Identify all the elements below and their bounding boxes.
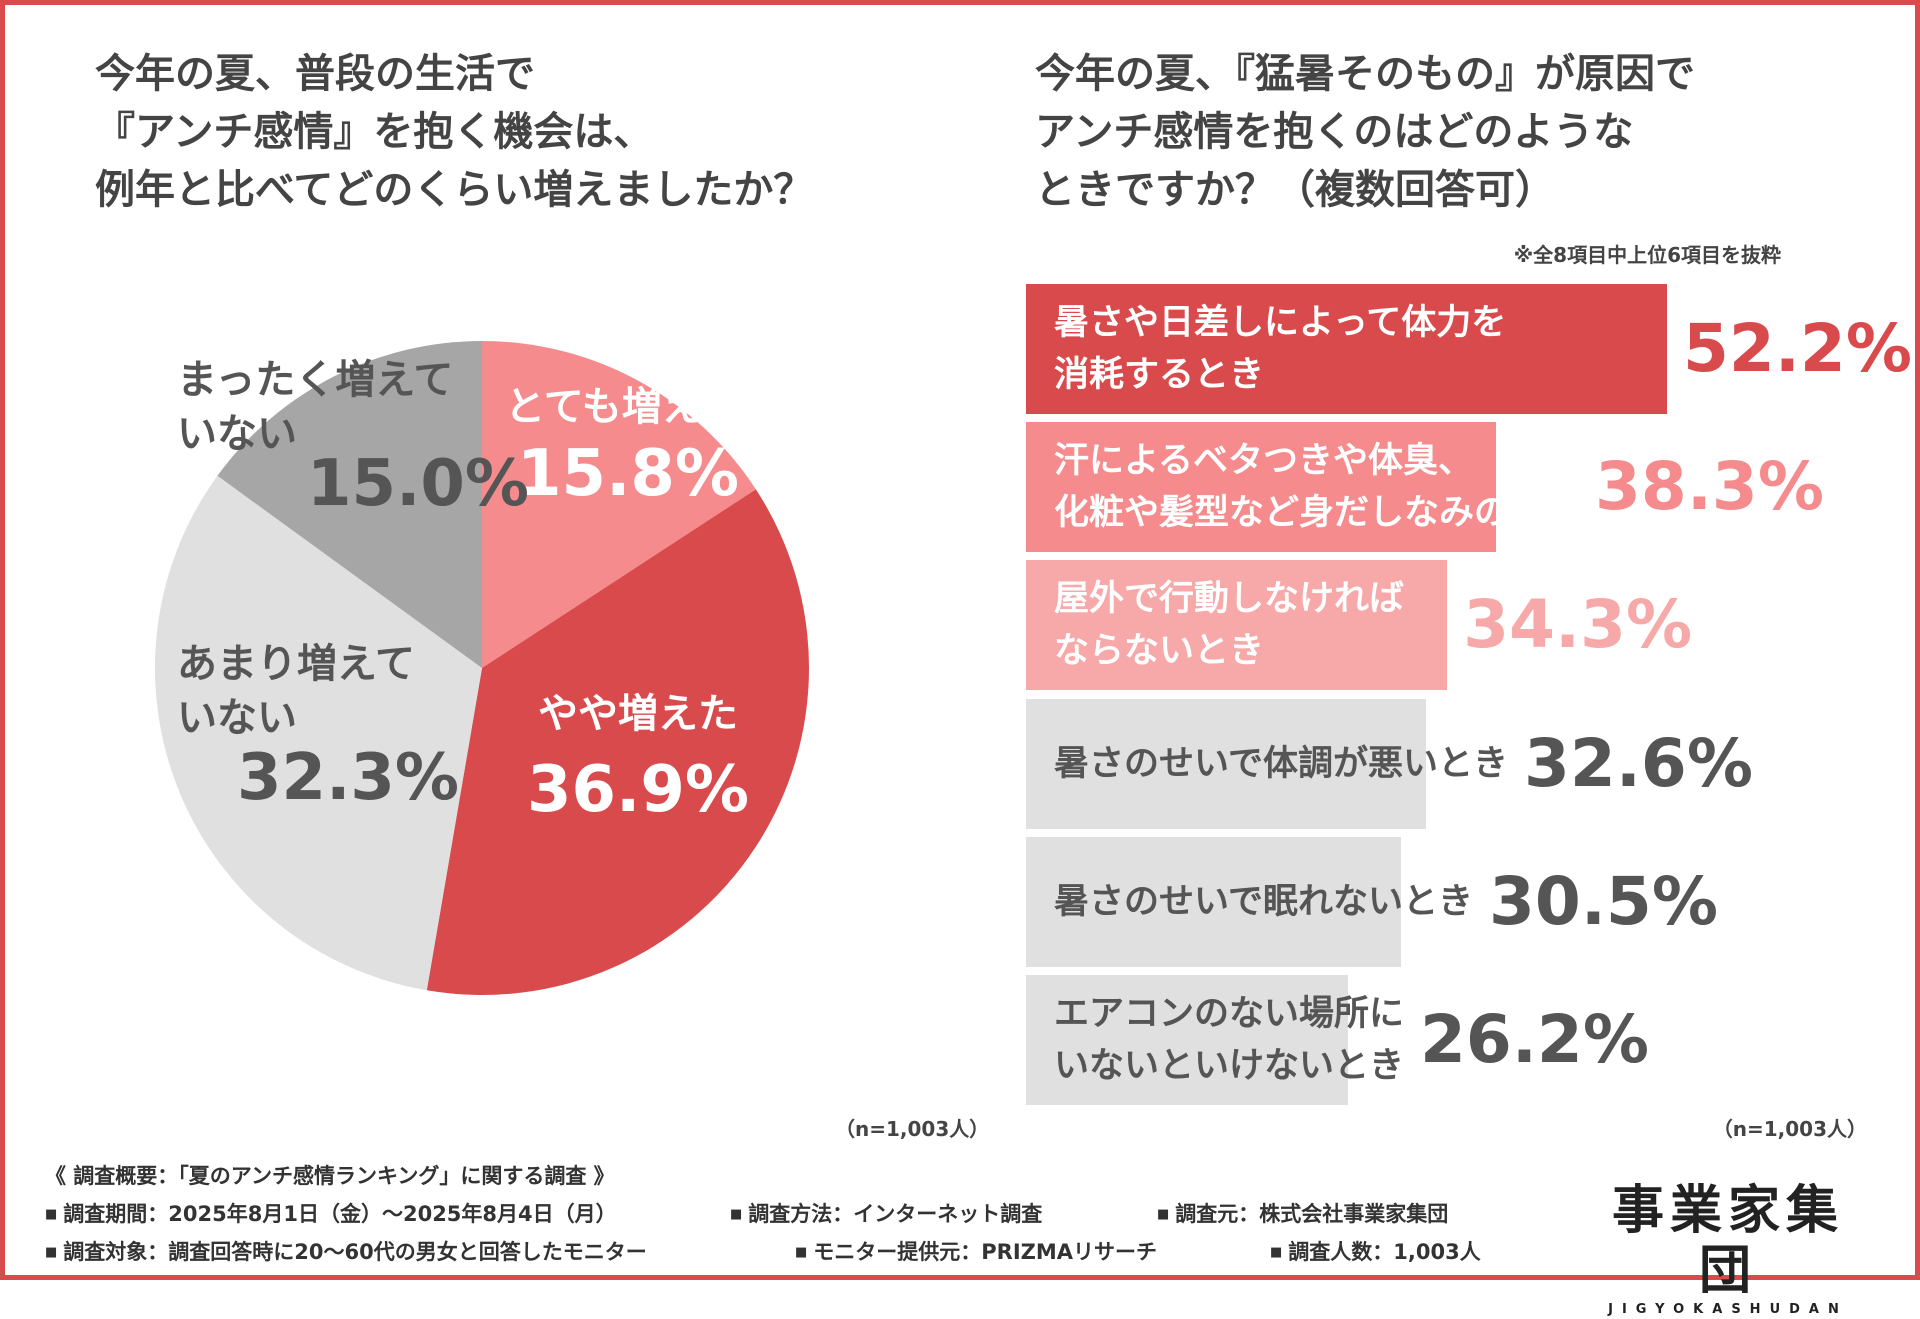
survey-header: 《 調査概要：「夏のアンチ感情ランキング」に関する調査 》 [45,1164,615,1188]
bar-chart-note: ※全8項目中上位6項目を抜粋 [1513,243,1781,267]
pie-slice-label: まったく増えていない [177,357,453,457]
pie-slice-value: 36.9% [527,753,749,827]
pie-slice [154,475,482,991]
pie-slice [482,341,756,668]
bar-value-label: 30.5% [1489,862,1718,940]
bar-title-line: ときですか？（複数回答可） [1035,167,1555,213]
bar-chart-title: 今年の夏、『猛暑そのもの』が原因で アンチ感情を抱くのはどのような ときですか？… [1035,45,1695,219]
bar-category-label: 暑さのせいで体調が悪いとき [1054,743,1508,784]
survey-source: 調査元：株式会社事業家集団 [1157,1195,1448,1234]
logo-wordmark: 事業家集団 [1611,1181,1844,1301]
pie-slice-label: やや増えた [538,691,738,737]
bar-category-label: 暑さや日差しによって体力を 消耗するとき [1054,303,1507,395]
bar-rect [1026,422,1497,553]
pie-slice-value: 15.8% [517,437,739,511]
pie-title-line: 例年と比べてどのくらい増えましたか？ [95,167,814,213]
pie-title-line: 今年の夏、普段の生活で [95,51,535,97]
bar-value-label: 32.6% [1524,724,1753,802]
bar-sample-size: （n=1,003人） [1712,1117,1867,1141]
pie-slice-value: 15.0% [307,447,529,521]
company-logo: 事業家集団 JIGYOKASHUDAN [1603,1181,1853,1319]
pie-slice-value: 32.3% [237,741,459,815]
survey-method: 調査方法：インターネット調査 [730,1195,1042,1234]
pie-sample-size: （n=1,003人） [835,1117,990,1141]
survey-period: 調査期間：2025年8月1日（金）〜2025年8月4日（月） [45,1195,616,1234]
bar-rect [1026,698,1427,829]
pie-slice-label: あまり増えていない [177,641,415,741]
pie-chart-title: 今年の夏、普段の生活で 『アンチ感情』を抱く機会は、 例年と比べてどのくらい増え… [95,45,813,219]
logo-romaji: JIGYOKASHUDAN [1608,1302,1848,1317]
bar-rect [1026,284,1667,414]
survey-count: 調査人数：1,003人 [1270,1233,1480,1272]
pie-title-line: 『アンチ感情』を抱く機会は、 [95,109,654,155]
bar-rect [1026,836,1401,967]
pie-slice [217,341,482,668]
bar-value-label: 52.2% [1683,310,1912,387]
infographic-frame: 今年の夏、普段の生活で 『アンチ感情』を抱く機会は、 例年と比べてどのくらい増え… [0,0,1920,1280]
bar-rect [1026,560,1448,691]
bar-category-label: 暑さのせいで眠れないとき [1054,881,1473,922]
bar-category-label: 屋外で行動しなければ ならないとき [1054,579,1405,672]
bar-value-label: 38.3% [1595,448,1824,526]
pie-slice-label: とても増えた [505,384,742,430]
bar-value-label: 26.2% [1420,1001,1649,1078]
bar-title-line: アンチ感情を抱くのはどのような [1035,109,1634,155]
pie-slice [426,489,810,996]
bar-category-label: エアコンのない場所に いないといけないとき [1054,994,1405,1086]
survey-target: 調査対象：調査回答時に20〜60代の男女と回答したモニター [45,1233,646,1272]
bar-title-line: 今年の夏、『猛暑そのもの』が原因で [1035,51,1695,97]
bar-value-label: 34.3% [1463,586,1693,664]
bar-category-label: 汗によるベタつきや体臭、 化粧や髪型など身だしなみの乱れ [1054,441,1580,534]
bar-rect [1026,975,1348,1105]
survey-provider: モニター提供元：PRIZMAリサーチ [795,1233,1157,1272]
